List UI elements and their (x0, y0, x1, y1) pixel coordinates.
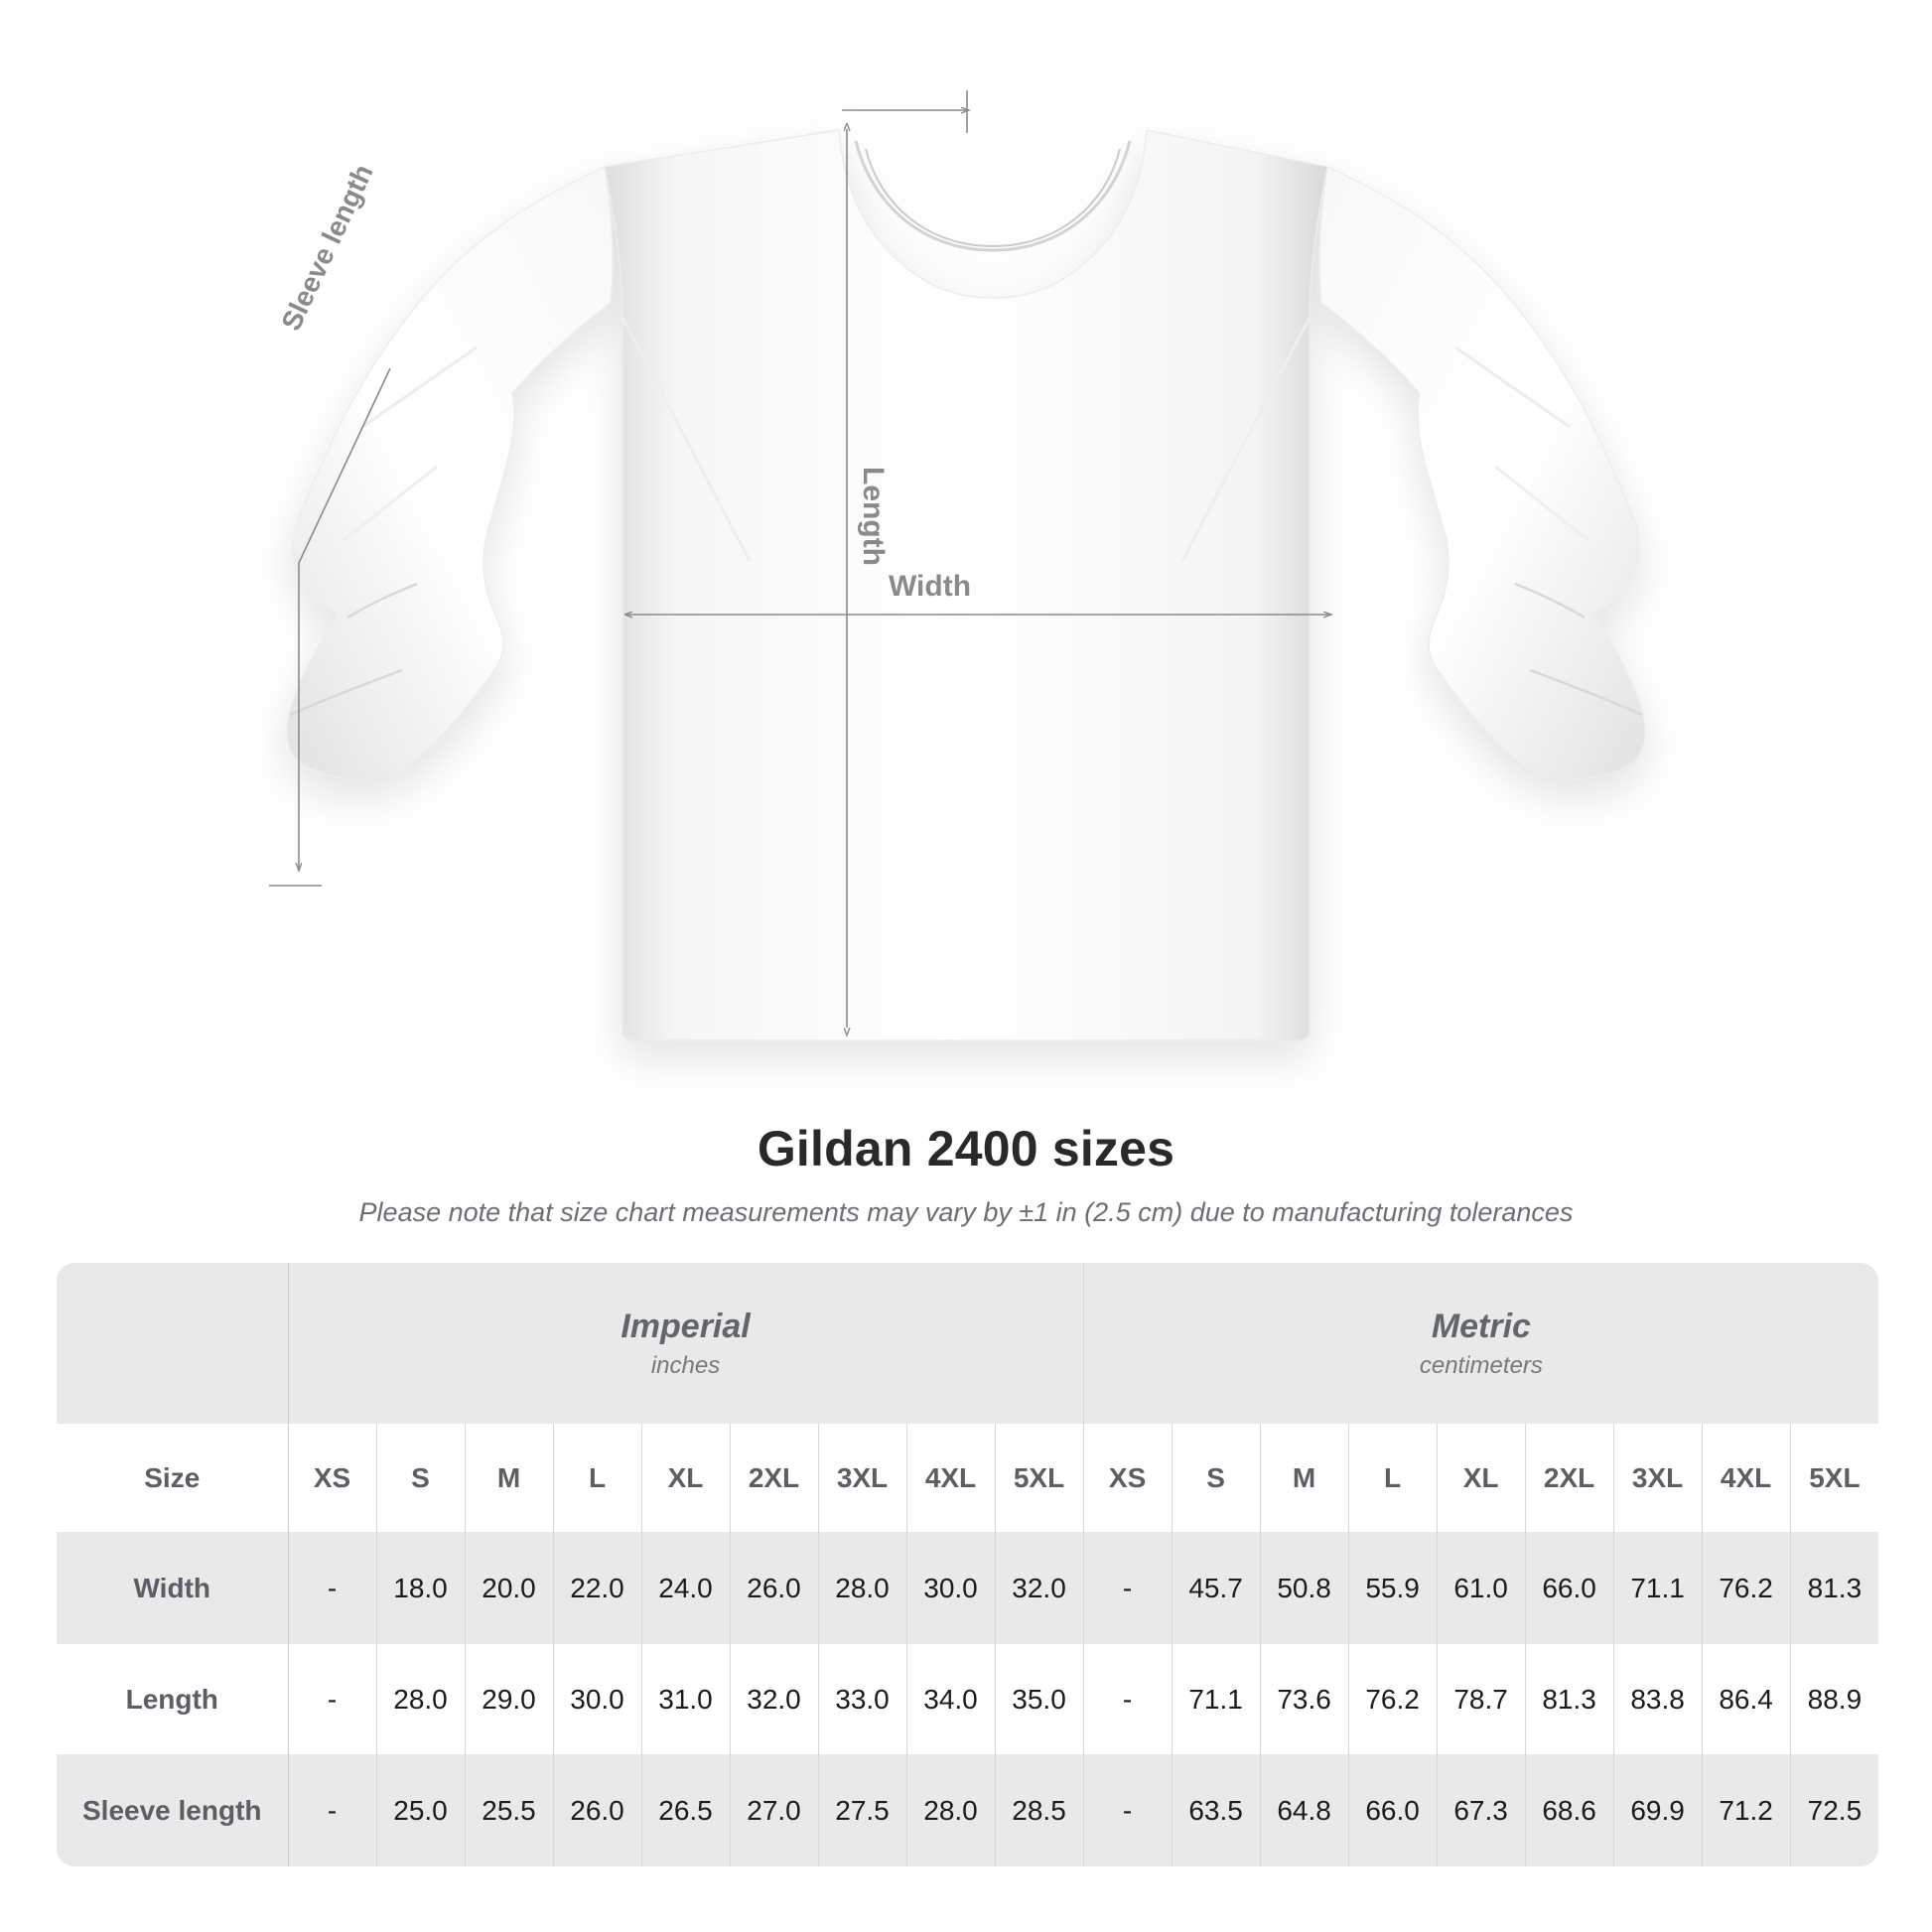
svg-text:Length: Length (857, 467, 890, 566)
svg-text:Width: Width (889, 570, 971, 603)
svg-text:Sleeve length: Sleeve length (275, 160, 378, 336)
